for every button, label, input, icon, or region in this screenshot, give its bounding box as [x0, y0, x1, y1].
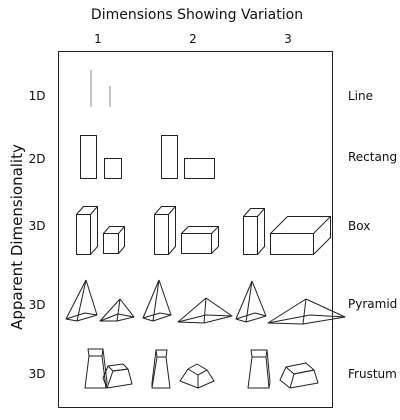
row-dimensionality-box: 3D [28, 219, 46, 233]
frustum-col1-tall [85, 349, 107, 388]
grid-frame [59, 52, 333, 408]
box-col1-small [104, 227, 125, 254]
box-col3-wide [271, 217, 331, 255]
column-label-2: 2 [189, 32, 197, 46]
row-dimensionality-pyramid: 3D [28, 298, 46, 312]
row-name-pyramid: Pyramid [348, 297, 398, 311]
row-name-rectangle: Rectang [348, 150, 398, 164]
column-label-1: 1 [94, 32, 102, 46]
rect-col1-small [105, 159, 122, 179]
pyramid-col3-wide [268, 299, 345, 324]
diagram-title: Dimensions Showing Variation [90, 7, 304, 23]
row-dimensionality-line: 1D [28, 89, 46, 103]
box-col2-tall [155, 207, 176, 255]
column-label-3: 3 [284, 32, 292, 46]
box-shapes [77, 207, 331, 255]
pyramid-shapes [66, 280, 345, 324]
frustum-col3-tall [248, 350, 270, 388]
pyramid-col2-wide [178, 298, 232, 323]
frustum-col3-wide [280, 363, 318, 388]
row-name-line: Line [348, 89, 374, 103]
pyramid-col1-small [100, 299, 134, 321]
rect-col2-wide [185, 159, 215, 179]
frustum-col1-small [103, 364, 132, 388]
row-name-frustum: Frustum [348, 367, 397, 381]
line-shapes [91, 70, 110, 107]
box-col3-tall [244, 209, 265, 255]
row-dimensionality-rectangle: 2D [28, 152, 46, 166]
pyramid-col1-tall [66, 280, 97, 321]
box-col2-wide [182, 227, 219, 254]
frustum-col2-tall [152, 350, 170, 388]
rect-col2-tall [162, 136, 178, 179]
pyramid-col3-tall [236, 281, 266, 322]
row-dimensionality-frustum: 3D [28, 367, 46, 381]
rectangle-shapes [81, 136, 215, 179]
pyramid-col2-tall [143, 280, 171, 321]
row-name-box: Box [348, 219, 371, 233]
box-col1-tall [77, 207, 98, 255]
frustum-shapes [85, 349, 318, 388]
rect-col1-tall [81, 136, 97, 179]
frustum-col2-wide [180, 364, 214, 388]
